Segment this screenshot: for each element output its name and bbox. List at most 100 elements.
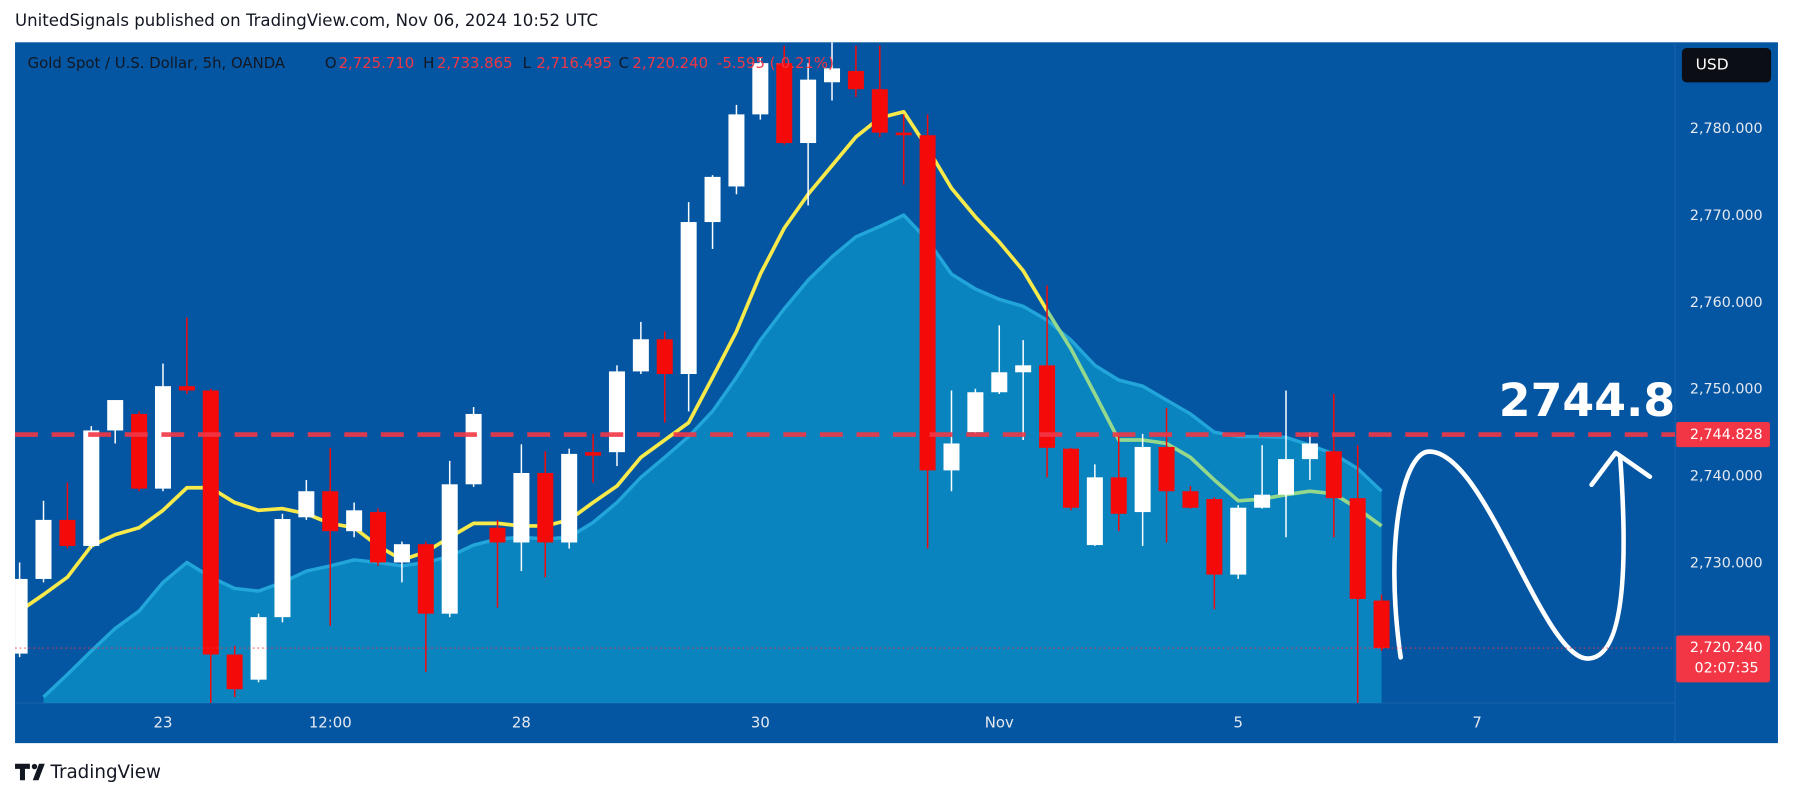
- candle-body: [59, 519, 76, 546]
- brand: TradingView: [49, 762, 161, 783]
- candle-body: [943, 443, 960, 471]
- symbol: Gold Spot / U.S. Dollar, 5h, OANDA: [28, 54, 286, 72]
- candle-body: [322, 491, 339, 532]
- candle-body: [1110, 477, 1127, 514]
- candle-body: [1206, 499, 1223, 575]
- candle-body: [871, 89, 888, 133]
- candle-body: [417, 544, 434, 614]
- candle-body: [1349, 498, 1366, 599]
- y-tick-label: 2,760.000: [1690, 295, 1763, 311]
- candle-body: [752, 63, 769, 115]
- candle-body: [1015, 365, 1032, 373]
- candle-body: [537, 472, 554, 543]
- change: -5.595 (-0.21%): [717, 54, 834, 72]
- candle-body: [1230, 507, 1247, 575]
- candle-body: [704, 176, 721, 223]
- x-tick-label: Nov: [985, 714, 1014, 732]
- candle-body: [154, 386, 171, 489]
- candle-body: [35, 519, 52, 579]
- candle-body: [15, 578, 28, 654]
- x-tick-label: 12:00: [309, 714, 352, 732]
- y-tick-label: 2,730.000: [1690, 555, 1763, 571]
- ohlc-value: 2,733.865: [437, 54, 513, 72]
- last-price-label: 2,720.240: [1690, 640, 1763, 656]
- brand-logo: [15, 763, 45, 781]
- candle-body: [1134, 446, 1151, 513]
- x-tick-label: 28: [512, 714, 531, 732]
- y-tick-label: 2,770.000: [1690, 208, 1763, 224]
- publisher-line: UnitedSignals published on TradingView.c…: [15, 11, 598, 30]
- currency-box: [1681, 48, 1772, 83]
- candle-body: [346, 510, 363, 532]
- candle-body: [513, 472, 530, 543]
- logo-t: [15, 763, 30, 781]
- currency: USD: [1696, 56, 1729, 74]
- candle-body: [370, 512, 387, 563]
- ohlc-key: L: [523, 54, 532, 72]
- candle-body: [1086, 477, 1103, 546]
- candle-body: [967, 392, 984, 433]
- candle-body: [131, 413, 148, 489]
- logo-v: [32, 763, 45, 781]
- x-tick-label: 7: [1472, 714, 1481, 732]
- area-edge: [42, 213, 1383, 699]
- x-tick-label: 5: [1233, 714, 1242, 732]
- overlay: [1392, 449, 1653, 661]
- candle-body: [83, 430, 100, 546]
- candle-body: [1325, 451, 1342, 499]
- candle-body: [107, 400, 124, 431]
- candle-body: [561, 453, 578, 543]
- candle-body: [585, 452, 602, 456]
- x-tick-label: 30: [751, 714, 770, 732]
- ohlc-value: 2,716.495: [536, 54, 612, 72]
- candle-body: [489, 527, 506, 543]
- ohlc-key: O: [325, 54, 337, 72]
- countdown: 02:07:35: [1695, 661, 1759, 677]
- candle-body: [1062, 448, 1079, 508]
- candle-body: [1301, 443, 1318, 460]
- candle-body: [1182, 491, 1199, 508]
- candle-body: [776, 63, 793, 144]
- candle-body: [274, 519, 291, 618]
- y-tick-label: 2,780.000: [1690, 121, 1763, 137]
- ohlc-key: C: [619, 54, 629, 72]
- x-tick-label: 23: [154, 714, 173, 732]
- candle-body: [178, 386, 195, 391]
- candle-body: [632, 339, 649, 372]
- candle-body: [895, 132, 912, 136]
- candle-body: [441, 484, 458, 614]
- candle-body: [202, 390, 219, 655]
- candle-body: [393, 544, 410, 563]
- drawn-arrowhead: [1589, 450, 1653, 488]
- candle-body: [680, 222, 697, 375]
- candle-body: [656, 339, 673, 375]
- candle-body: [1254, 494, 1271, 508]
- logo-dot: [31, 763, 38, 770]
- candle-body: [226, 654, 243, 690]
- candle-body: [298, 491, 315, 518]
- y-tick-label: 2,740.000: [1690, 468, 1763, 484]
- ohlc-value: 2,725.710: [339, 54, 415, 72]
- candle-body: [847, 70, 864, 90]
- candle-body: [919, 135, 936, 471]
- price-label: 2,744.828: [1690, 427, 1763, 443]
- annotation: 2744.8: [1499, 374, 1675, 427]
- candle-body: [1373, 600, 1390, 649]
- candle-body: [1158, 446, 1175, 492]
- candle-body: [465, 413, 482, 485]
- candle-body: [608, 371, 625, 453]
- price-label-box: [1676, 421, 1770, 448]
- candle-body: [991, 372, 1008, 393]
- ohlc-key: H: [423, 54, 434, 72]
- candle-body: [1278, 459, 1295, 495]
- candle-body: [728, 114, 745, 187]
- candle-body: [800, 79, 817, 144]
- candle-body: [1039, 365, 1056, 448]
- last-price-box: [1676, 635, 1770, 683]
- ohlc-value: 2,720.240: [632, 54, 708, 72]
- y-tick-label: 2,750.000: [1690, 382, 1763, 398]
- drawn-path: [1392, 449, 1626, 661]
- candle-body: [824, 68, 841, 83]
